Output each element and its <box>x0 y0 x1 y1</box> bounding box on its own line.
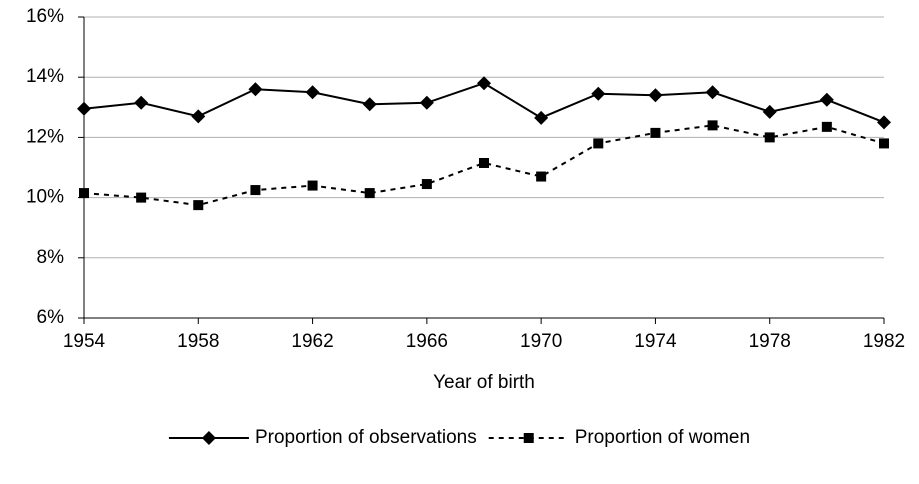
marker <box>79 188 89 199</box>
y-tick-label: 6% <box>37 307 65 328</box>
y-tick-label: 14% <box>26 66 64 87</box>
series-line <box>83 124 885 207</box>
marker <box>707 120 718 131</box>
marker <box>477 76 491 91</box>
marker <box>534 110 549 125</box>
marker <box>648 88 663 103</box>
marker <box>591 86 606 101</box>
marker <box>305 85 320 100</box>
x-tick-label: 1954 <box>63 331 106 352</box>
marker <box>362 97 377 112</box>
legend-item: Proportion of women <box>488 427 750 448</box>
marker <box>364 188 375 199</box>
legend-label: Proportion of observations <box>255 427 477 448</box>
marker <box>650 127 661 138</box>
marker <box>479 157 489 168</box>
y-tick-label: 16% <box>26 6 64 27</box>
marker <box>879 138 889 149</box>
y-tick-label: 12% <box>26 126 64 147</box>
marker <box>193 200 204 211</box>
marker <box>191 109 206 124</box>
marker <box>877 115 891 130</box>
marker <box>421 179 432 190</box>
marker <box>134 95 149 110</box>
legend-marker <box>201 431 216 445</box>
y-tick-label: 8% <box>37 247 65 268</box>
x-tick-label: 1970 <box>520 331 562 352</box>
x-tick-label: 1978 <box>749 331 791 352</box>
marker <box>250 185 261 196</box>
x-tick-label: 1958 <box>177 331 219 352</box>
x-tick-label: 1982 <box>863 331 905 352</box>
x-tick-label: 1962 <box>291 331 333 352</box>
legend-item: Proportion of observations <box>168 427 477 448</box>
marker <box>77 101 91 116</box>
x-tick-label: 1974 <box>634 331 677 352</box>
marker <box>307 180 318 191</box>
marker <box>764 132 775 143</box>
legend-marker <box>523 433 534 443</box>
marker <box>705 85 720 100</box>
marker <box>536 171 547 182</box>
marker <box>593 138 604 149</box>
marker <box>248 82 263 97</box>
legend-label: Proportion of women <box>575 427 750 448</box>
x-tick-label: 1966 <box>406 331 448 352</box>
x-axis-label: Year of birth <box>433 372 535 393</box>
y-tick-label: 10% <box>26 187 64 208</box>
marker <box>136 192 147 203</box>
marker <box>419 95 434 110</box>
marker <box>819 92 834 107</box>
marker <box>821 121 832 132</box>
marker <box>762 104 777 119</box>
